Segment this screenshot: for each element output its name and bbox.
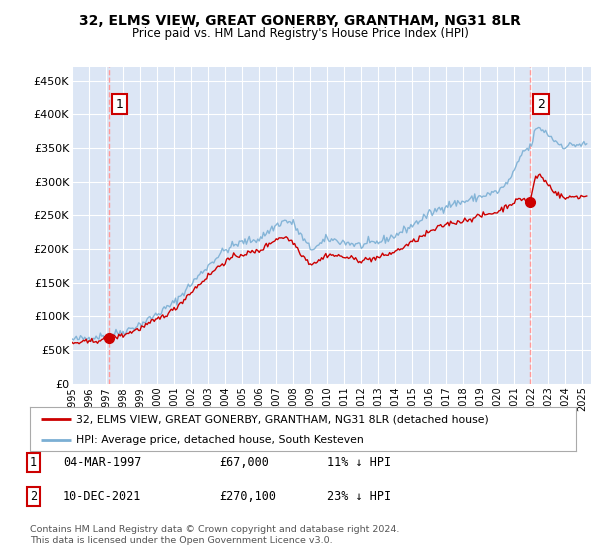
Text: 04-MAR-1997: 04-MAR-1997	[63, 456, 142, 469]
Text: 1: 1	[116, 98, 124, 111]
Text: Price paid vs. HM Land Registry's House Price Index (HPI): Price paid vs. HM Land Registry's House …	[131, 27, 469, 40]
Text: 2: 2	[30, 490, 37, 503]
Text: 32, ELMS VIEW, GREAT GONERBY, GRANTHAM, NG31 8LR (detached house): 32, ELMS VIEW, GREAT GONERBY, GRANTHAM, …	[76, 414, 489, 424]
Text: Contains HM Land Registry data © Crown copyright and database right 2024.
This d: Contains HM Land Registry data © Crown c…	[30, 525, 400, 545]
Text: HPI: Average price, detached house, South Kesteven: HPI: Average price, detached house, Sout…	[76, 435, 364, 445]
Text: £270,100: £270,100	[219, 490, 276, 503]
Text: 23% ↓ HPI: 23% ↓ HPI	[327, 490, 391, 503]
Text: 2: 2	[537, 98, 545, 111]
Text: 1: 1	[30, 456, 37, 469]
Text: £67,000: £67,000	[219, 456, 269, 469]
Text: 11% ↓ HPI: 11% ↓ HPI	[327, 456, 391, 469]
Text: 10-DEC-2021: 10-DEC-2021	[63, 490, 142, 503]
Text: 32, ELMS VIEW, GREAT GONERBY, GRANTHAM, NG31 8LR: 32, ELMS VIEW, GREAT GONERBY, GRANTHAM, …	[79, 14, 521, 28]
